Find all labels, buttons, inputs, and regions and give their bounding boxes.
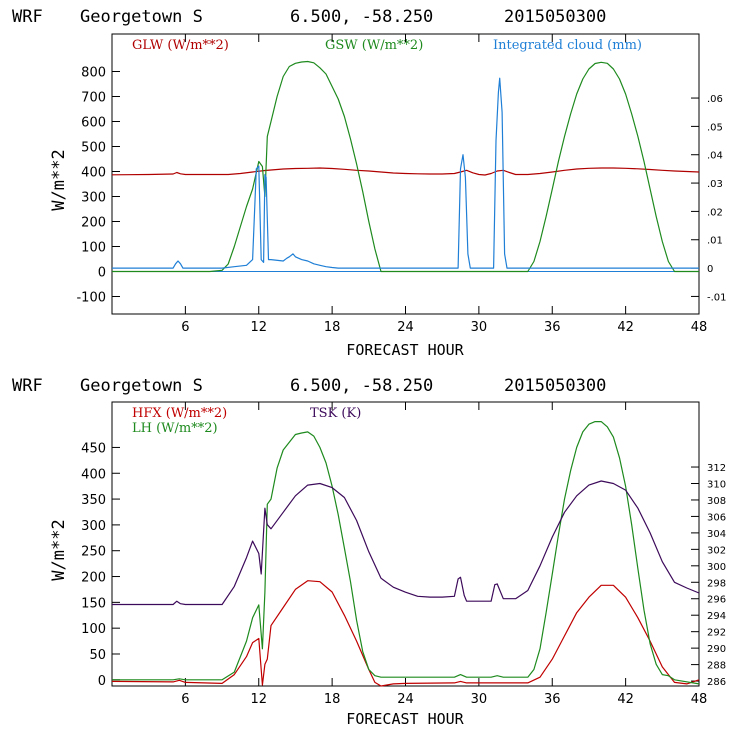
series-line-cloud: [112, 77, 699, 269]
y-tick-label: 300: [81, 191, 106, 206]
y-tick-label: 0: [98, 266, 106, 281]
y2-tick-label: 296: [707, 595, 726, 606]
series-line-tsk: [112, 480, 700, 606]
y2-tick-label: .06: [707, 94, 723, 105]
legend-hfx: HFX (W/m**2): [132, 406, 227, 421]
y2-tick-label: 308: [707, 496, 726, 507]
y-tick-label: 400: [81, 166, 106, 181]
y2-tick-label: .03: [707, 179, 723, 190]
legend-glw: GLW (W/m**2): [132, 38, 229, 53]
legend-tsk: TSK (K): [310, 406, 361, 421]
header-model: WRF: [12, 7, 43, 27]
y-tick-label: 250: [81, 545, 106, 560]
x-tick-label: 6: [181, 692, 189, 707]
legend-cloud: Integrated cloud (mm): [493, 38, 642, 53]
x-tick-label: 24: [397, 692, 414, 707]
y-axis-label: W/m**2: [49, 519, 69, 580]
y-tick-label: 150: [81, 596, 106, 611]
x-tick-label: 6: [181, 320, 189, 335]
header-date: 2015050300: [504, 7, 606, 27]
series: [111, 60, 700, 273]
header-location: Georgetown S: [80, 376, 203, 396]
y-tick-label: 600: [81, 116, 106, 131]
y-tick-label: 450: [81, 441, 106, 456]
header-coords: 6.500, -58.250: [290, 376, 433, 396]
y2-tick-label: 290: [707, 644, 726, 655]
axes: 6 12 18 24 30 36 42 48 0 50 100 150 200 250 300 350 400 4…: [81, 402, 726, 707]
x-tick-label: 18: [324, 692, 341, 707]
y-tick-label: 0: [98, 674, 106, 689]
x-tick-label: 48: [691, 320, 708, 335]
series-line-lh: [112, 421, 700, 685]
x-tick-label: 12: [250, 320, 267, 335]
y-tick-label: 800: [81, 66, 106, 81]
y2-tick-label: 306: [707, 512, 726, 523]
y-tick-label: 400: [81, 467, 106, 482]
series: [111, 421, 700, 687]
y2-tick-label: 302: [707, 545, 726, 556]
y-tick-label: 350: [81, 493, 106, 508]
axes: 6 12 18 24 30 36 42 48 -100 0 100 200 300 400 500 600 70…: [76, 34, 727, 335]
x-tick-label: 48: [691, 692, 708, 707]
y2-tick-label: 312: [707, 463, 726, 474]
y2-tick-label: 0: [707, 264, 713, 275]
series-line-glw: [111, 167, 700, 176]
y2-tick-label: 294: [707, 611, 726, 622]
y-tick-label: 100: [81, 241, 106, 256]
y2-tick-label: 292: [707, 628, 726, 639]
y2-tick-label: 300: [707, 562, 726, 573]
x-axis-label: FORECAST HOUR: [346, 710, 464, 728]
x-tick-label: 36: [544, 692, 561, 707]
y-tick-label: 50: [89, 648, 106, 663]
y-tick-label: 500: [81, 141, 106, 156]
plot-frame: [111, 401, 700, 687]
y-tick-label: -100: [76, 291, 106, 306]
y2-tick-label: .05: [707, 122, 723, 133]
y-tick-label: 200: [81, 216, 106, 231]
y-tick-label: 700: [81, 91, 106, 106]
y2-tick-label: .01: [707, 236, 723, 247]
x-tick-label: 30: [471, 320, 488, 335]
x-tick-label: 18: [324, 320, 341, 335]
y2-tick-label: .02: [707, 207, 723, 218]
x-tick-label: 42: [617, 320, 634, 335]
header-date: 2015050300: [504, 376, 606, 396]
y-axis-label: W/m**2: [49, 149, 69, 210]
x-tick-label: 12: [250, 692, 267, 707]
y2-tick-label: 286: [707, 677, 726, 688]
series-line-gsw: [112, 60, 699, 273]
y2-tick-label: 288: [707, 661, 726, 672]
x-tick-label: 30: [471, 692, 488, 707]
y-tick-label: 200: [81, 571, 106, 586]
y2-tick-label: .04: [707, 151, 723, 162]
x-tick-label: 42: [617, 692, 634, 707]
y-tick-label: 300: [81, 519, 106, 534]
chart-bottom: WRF Georgetown S 6.500, -58.250 20150503…: [12, 376, 726, 728]
y-tick-label: 100: [81, 622, 106, 637]
x-tick-label: 24: [397, 320, 414, 335]
chart-top: WRF Georgetown S 6.500, -58.250 20150503…: [12, 7, 727, 359]
header-location: Georgetown S: [80, 7, 203, 27]
legend-lh: LH (W/m**2): [132, 421, 218, 436]
y2-tick-label: 310: [707, 479, 726, 490]
y2-tick-label: 304: [707, 529, 726, 540]
y2-tick-label: 298: [707, 578, 726, 589]
x-axis-label: FORECAST HOUR: [346, 341, 464, 359]
header-model: WRF: [12, 376, 43, 396]
legend-gsw: GSW (W/m**2): [325, 38, 423, 53]
x-tick-label: 36: [544, 320, 561, 335]
series-line-hfx: [111, 580, 700, 687]
header-coords: 6.500, -58.250: [290, 7, 433, 27]
y2-tick-label: -.01: [707, 292, 727, 303]
